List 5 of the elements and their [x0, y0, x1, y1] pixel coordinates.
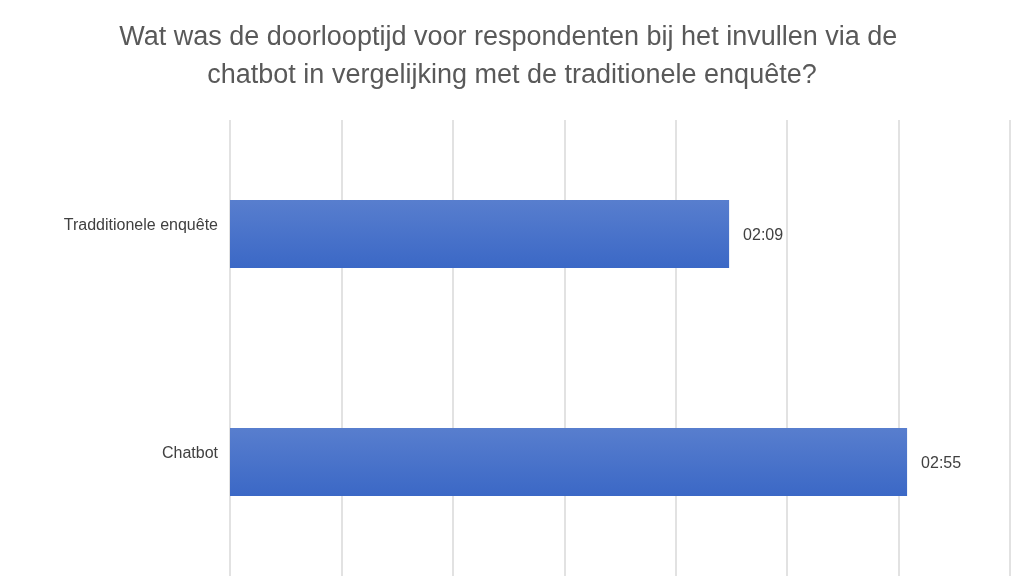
- y-tick-label: Chatbot: [161, 443, 219, 461]
- y-tick-label: Tradditionele enquête: [63, 215, 219, 233]
- data-label: 02:09: [743, 225, 784, 243]
- data-label: 02:55: [921, 453, 962, 471]
- chart-title: Wat was de doorlooptijd voor respondenten bij het invullen via de chatbot in vergelijking met de traditionele enquête?: [119, 21, 905, 89]
